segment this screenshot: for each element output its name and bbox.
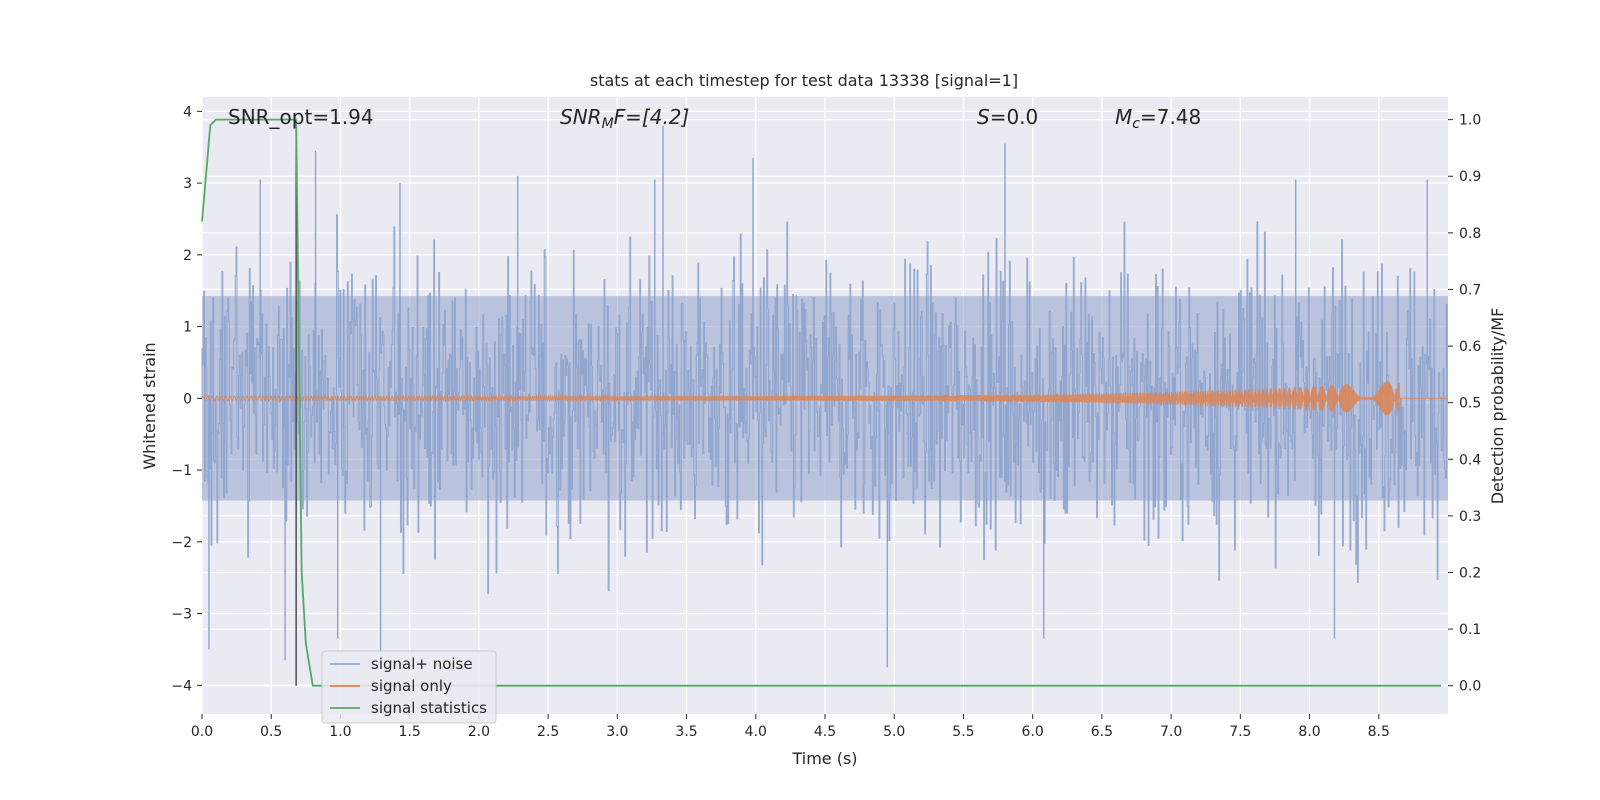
annotation-snr-mf-sub: M [602, 116, 614, 132]
x-tick-label: 2.0 [468, 724, 490, 740]
x-tick-label: 1.0 [329, 724, 351, 740]
legend-label-signal-statistics: signal statistics [371, 699, 487, 717]
x-tick-label: 7.5 [1229, 724, 1251, 740]
y-left-tick-label: −3 [171, 607, 192, 623]
x-tick-label: 0.0 [191, 724, 213, 740]
x-tick-label: 6.5 [1091, 724, 1113, 740]
y-right-tick-label: 0.7 [1459, 282, 1481, 298]
x-tick-label: 0.5 [260, 724, 282, 740]
y-right-tick-label: 0.4 [1459, 452, 1481, 468]
annotation-mc: Mc=7.48 [1115, 105, 1201, 132]
x-tick-label: 1.5 [399, 724, 421, 740]
annotation-mc-value: =7.48 [1140, 105, 1201, 129]
legend-label-signal-plus-noise: signal+ noise [371, 655, 473, 673]
y-right-tick-label: 0.8 [1459, 226, 1481, 242]
y-axis-left-ticks: 4 3 2 1 0 −1 −2 −3 −4 [171, 104, 202, 694]
x-tick-label: 6.0 [1022, 724, 1044, 740]
x-axis-label: Time (s) [791, 749, 857, 768]
annotation-s: S=0.0 [977, 105, 1038, 129]
x-tick-label: 5.0 [883, 724, 905, 740]
annotation-snr-opt: SNR_opt=1.94 [228, 105, 374, 129]
x-tick-label: 4.0 [745, 724, 767, 740]
x-tick-label: 5.5 [952, 724, 974, 740]
y-left-tick-label: −1 [171, 463, 192, 479]
y-left-tick-label: −4 [171, 678, 192, 694]
y-right-tick-label: 0.3 [1459, 509, 1481, 525]
y-axis-left-label: Whitened strain [140, 342, 159, 469]
y-right-tick-label: 0.5 [1459, 396, 1481, 412]
chart-title: stats at each timestep for test data 133… [590, 71, 1018, 90]
y-left-tick-label: 3 [183, 176, 192, 192]
y-left-tick-label: −2 [171, 535, 192, 551]
x-tick-label: 7.0 [1160, 724, 1182, 740]
x-axis-ticks: 0.0 0.5 1.0 1.5 2.0 2.5 3.0 3.5 4.0 4.5 5.0 5.5 6.0 6… [191, 714, 1390, 740]
x-tick-label: 8.5 [1368, 724, 1390, 740]
signal-statistics-line [201, 118, 1442, 687]
annotation-snr-mf: SNRMF=[4.2] [560, 105, 689, 132]
legend: signal+ noise signal only signal statist… [321, 650, 497, 724]
x-tick-label: 2.5 [537, 724, 559, 740]
y-left-tick-label: 0 [183, 391, 192, 407]
annotation-s-value: =0.0 [990, 105, 1039, 129]
series-signal-only [201, 381, 1448, 416]
annotation-snr-mf-rest: F=[4.2] [614, 105, 690, 129]
x-tick-label: 3.0 [606, 724, 628, 740]
y-left-tick-label: 4 [183, 104, 192, 120]
annotation-s-label: S [977, 105, 990, 129]
y-axis-right-ticks: 1.0 0.9 0.8 0.7 0.6 0.5 0.4 0.3 0.2 0.1 0.0 [1448, 113, 1481, 695]
annotation-mc-base: M [1115, 105, 1132, 129]
y-axis-right-label: Detection probability/MF [1488, 308, 1507, 505]
legend-label-signal-only: signal only [371, 677, 452, 695]
y-left-tick-label: 2 [183, 248, 192, 264]
series-signal-statistics [201, 118, 1442, 687]
x-tick-label: 4.5 [814, 724, 836, 740]
annotation-mc-sub: c [1132, 116, 1140, 132]
x-tick-label: 3.5 [675, 724, 697, 740]
legend-box [321, 650, 497, 724]
y-right-tick-label: 0.1 [1459, 622, 1481, 638]
y-right-tick-label: 0.9 [1459, 169, 1481, 185]
annotation-snr-mf-base: SNR [560, 105, 602, 129]
y-right-tick-label: 1.0 [1459, 113, 1481, 129]
signal-only-line [201, 381, 1448, 416]
y-right-tick-label: 0.6 [1459, 339, 1481, 355]
x-tick-label: 8.0 [1298, 724, 1320, 740]
y-right-tick-label: 0.2 [1459, 565, 1481, 581]
y-left-tick-label: 1 [183, 320, 192, 336]
y-right-tick-label: 0.0 [1459, 679, 1481, 695]
